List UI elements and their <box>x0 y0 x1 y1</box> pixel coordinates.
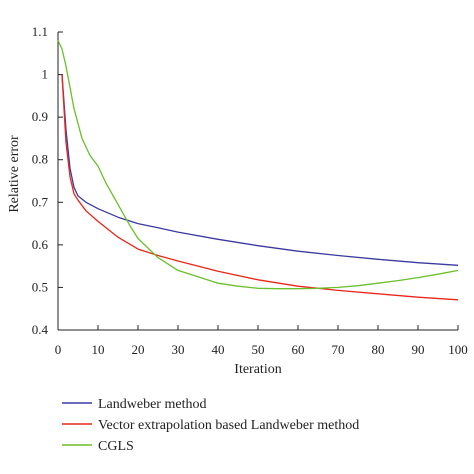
x-tick-label: 90 <box>412 342 425 357</box>
x-tick-label: 50 <box>252 342 265 357</box>
x-tick-label: 0 <box>55 342 62 357</box>
legend-label-3: CGLS <box>98 439 134 454</box>
legend-label-2: Vector extrapolation based Landweber met… <box>98 418 359 433</box>
y-tick-label: 0.5 <box>32 279 48 294</box>
series-layer <box>57 40 459 301</box>
series-line-1 <box>61 74 459 266</box>
y-tick-label: 1.1 <box>32 24 48 39</box>
x-axis-label: Iteration <box>234 362 281 377</box>
x-tick-label: 20 <box>132 342 145 357</box>
y-tick-label: 0.6 <box>32 237 49 252</box>
x-tick-label: 60 <box>292 342 305 357</box>
x-tick-label: 70 <box>332 342 345 357</box>
y-tick-label: 0.8 <box>32 152 48 167</box>
y-axis-label: Relative error <box>7 135 22 213</box>
x-tick-label: 10 <box>92 342 105 357</box>
x-tick-label: 30 <box>172 342 185 357</box>
y-tick-label: 0.4 <box>32 322 49 337</box>
x-tick-label: 100 <box>448 342 468 357</box>
y-tick-label: 0.7 <box>32 194 49 209</box>
y-tick-label: 1 <box>42 67 49 82</box>
legend: Landweber method Vector extrapolation bas… <box>62 397 359 454</box>
x-tick-label: 40 <box>212 342 225 357</box>
axes: 0.4 0.5 0.6 0.7 0.8 0.9 1 1.1 0 10 20 30 40 50 60 70 80 9… <box>32 24 468 357</box>
legend-label-1: Landweber method <box>98 397 206 412</box>
x-tick-label: 80 <box>372 342 385 357</box>
series-line-2 <box>61 74 459 301</box>
series-line-3 <box>57 40 459 290</box>
y-tick-label: 0.9 <box>32 109 48 124</box>
